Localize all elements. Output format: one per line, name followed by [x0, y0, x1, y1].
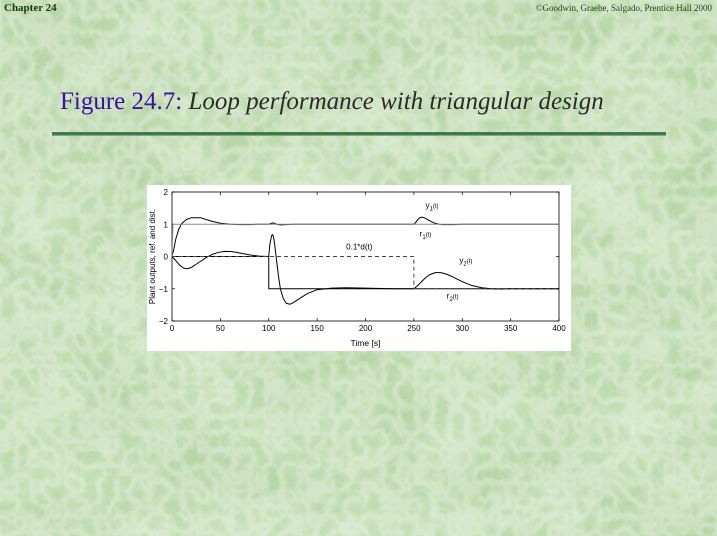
y-tick-label: 1 [164, 220, 169, 229]
figure-label: Figure 24.7: [60, 88, 183, 115]
figure-caption: Loop performance with triangular design [182, 88, 604, 115]
series-annotation: r1(t) [420, 230, 432, 242]
x-axis-label: Time [s] [351, 338, 381, 348]
series-annotation: y1(t) [425, 201, 438, 213]
x-tick-label: 300 [456, 324, 470, 333]
loop-performance-chart: 0 50 100 150 200 250 300 350 400 −2 −1 0 1 2 Time [s] P… [147, 185, 571, 351]
title-rule [52, 132, 666, 135]
y-axis-label: Plant outputs, ref. and dist. [148, 209, 157, 304]
y-tick-label: −2 [159, 317, 169, 326]
series-line-0-1-d-t [172, 256, 559, 290]
series-annotation: 0.1*d(t) [346, 242, 373, 251]
y-tick-label: 2 [164, 188, 169, 197]
x-tick-label: 0 [170, 324, 175, 333]
x-tick-label: 350 [504, 324, 518, 333]
series-line-r1-t [171, 223, 559, 257]
x-tick-label: 200 [359, 324, 373, 333]
series-annotation: y2(t) [459, 256, 472, 268]
y-tick-label: −1 [159, 285, 169, 294]
copyright-notice: ©Goodwin, Graebe, Salgado, Prentice Hall… [535, 3, 712, 13]
chart-background [147, 185, 571, 351]
chapter-label: Chapter 24 [4, 2, 57, 14]
y-tick-label: 0 [164, 253, 169, 262]
x-tick-label: 150 [310, 324, 324, 333]
slide-title: Figure 24.7: Loop performance with trian… [60, 88, 700, 116]
x-tick-label: 50 [216, 324, 225, 333]
x-tick-label: 400 [552, 324, 566, 333]
x-tick-label: 100 [262, 324, 276, 333]
series-line-y2-t [171, 234, 559, 305]
series-annotation: r2(t) [447, 291, 459, 303]
x-tick-label: 250 [407, 324, 421, 333]
